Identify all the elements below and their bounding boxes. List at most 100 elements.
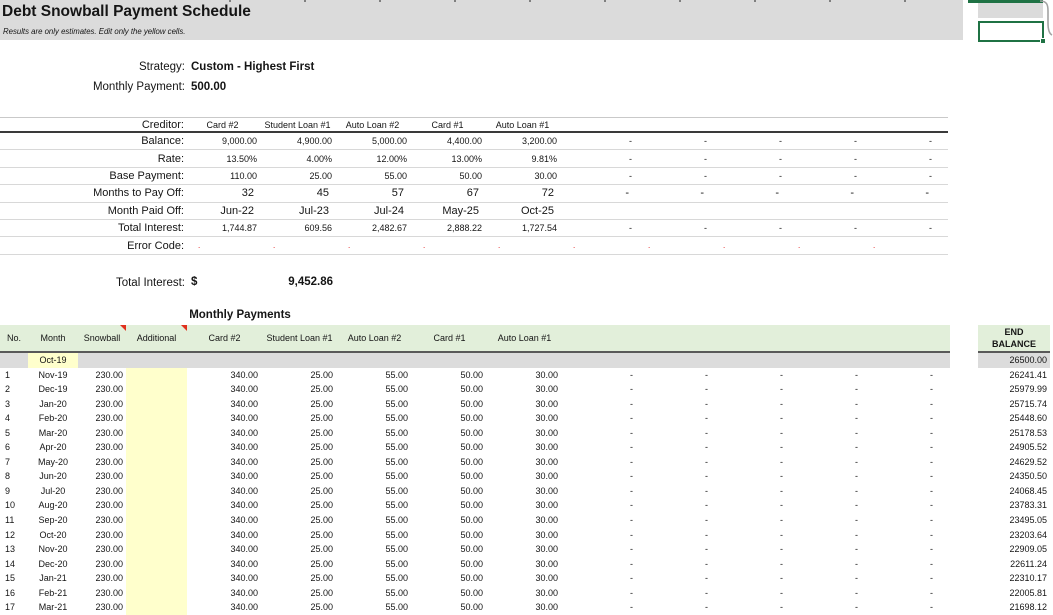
payment-cell-empty[interactable]: - xyxy=(630,485,633,496)
payment-cell-auto-loan2[interactable]: 55.00 xyxy=(385,544,408,555)
creditor-cell[interactable]: - xyxy=(625,187,629,200)
payment-cell-card1[interactable]: 50.00 xyxy=(460,471,483,482)
creditor-cell[interactable]: 4,900.00 xyxy=(296,136,332,147)
row-number-cell[interactable]: 1 xyxy=(5,369,11,380)
payment-cell-empty[interactable]: - xyxy=(930,500,933,511)
payment-cell-card2[interactable]: 340.00 xyxy=(230,587,258,598)
payment-cell-student-loan1[interactable]: 25.00 xyxy=(310,573,333,584)
payment-cell-auto-loan1[interactable]: 30.00 xyxy=(535,456,558,467)
payment-cell-empty[interactable]: - xyxy=(630,398,633,409)
payment-cell-auto-loan1[interactable]: 30.00 xyxy=(535,515,558,526)
payment-cell-student-loan1[interactable]: 25.00 xyxy=(310,515,333,526)
payment-cell-empty[interactable]: - xyxy=(630,515,633,526)
end-balance-header[interactable]: END BALANCE xyxy=(978,325,1050,353)
additional-cell[interactable] xyxy=(126,425,187,441)
row-number-cell[interactable] xyxy=(0,353,28,368)
payment-cell-card2[interactable]: 340.00 xyxy=(230,529,258,540)
payment-cell-auto-loan2[interactable]: 55.00 xyxy=(385,471,408,482)
payment-cell-empty[interactable]: - xyxy=(930,442,933,453)
creditor-cell[interactable]: Auto Loan #2 xyxy=(345,119,400,130)
row-number-cell[interactable]: 11 xyxy=(5,515,15,526)
payment-cell-auto-loan2[interactable]: 55.00 xyxy=(385,500,408,511)
creditor-cell[interactable]: - xyxy=(704,170,707,181)
payment-cell-empty[interactable]: - xyxy=(930,413,933,424)
payment-cell-empty[interactable]: - xyxy=(630,602,633,613)
payment-cell-auto-loan2[interactable]: 55.00 xyxy=(385,384,408,395)
payment-cell-empty[interactable]: - xyxy=(930,529,933,540)
cell-above-selection[interactable] xyxy=(978,0,1043,18)
payment-cell-card1[interactable]: 50.00 xyxy=(460,427,483,438)
payment-cell-card1[interactable]: 50.00 xyxy=(460,515,483,526)
header-card2[interactable]: Card #2 xyxy=(208,332,241,343)
payment-cell-empty[interactable]: - xyxy=(705,369,708,380)
additional-cell[interactable] xyxy=(126,556,187,572)
payment-cell-auto-loan1[interactable]: 30.00 xyxy=(535,369,558,380)
selected-cell[interactable] xyxy=(978,21,1046,44)
creditor-cell[interactable]: 72 xyxy=(541,187,554,200)
payment-cell-empty[interactable]: - xyxy=(855,427,858,438)
creditor-cell[interactable]: . xyxy=(498,241,501,251)
row-number-cell[interactable]: 17 xyxy=(5,602,16,613)
end-balance-cell[interactable]: 22611.24 xyxy=(978,557,1050,572)
payment-cell-student-loan1[interactable]: 25.00 xyxy=(310,369,333,380)
end-balance-cell[interactable]: 22005.81 xyxy=(978,586,1050,601)
payment-cell-empty[interactable]: - xyxy=(705,485,708,496)
payment-cell-auto-loan2[interactable]: 55.00 xyxy=(385,558,408,569)
payment-cell-student-loan1[interactable]: 25.00 xyxy=(310,471,333,482)
header-card1[interactable]: Card #1 xyxy=(433,332,466,343)
creditor-cell[interactable]: 12.00% xyxy=(376,153,407,164)
payment-cell-card2[interactable]: 340.00 xyxy=(230,602,258,613)
payment-cell-empty[interactable]: - xyxy=(705,529,708,540)
creditor-cell[interactable]: . xyxy=(723,241,726,251)
additional-cell[interactable] xyxy=(126,454,187,470)
payment-cell-auto-loan1[interactable]: 30.00 xyxy=(535,558,558,569)
additional-cell[interactable] xyxy=(126,469,187,484)
end-balance-cell[interactable]: 24350.50 xyxy=(978,469,1050,484)
creditor-cell[interactable]: - xyxy=(779,223,782,234)
creditor-cell[interactable]: - xyxy=(704,153,707,164)
payment-cell-card2[interactable]: 340.00 xyxy=(230,456,258,467)
creditor-cell[interactable]: 32 xyxy=(241,187,254,200)
payment-cell-card1[interactable] xyxy=(412,353,487,368)
creditor-cell[interactable]: - xyxy=(629,223,632,234)
creditor-cell[interactable]: Student Loan #1 xyxy=(264,119,331,130)
payment-cell-card1[interactable]: 50.00 xyxy=(460,369,483,380)
creditor-cell[interactable]: - xyxy=(925,187,929,200)
creditor-cell[interactable]: 3,200.00 xyxy=(521,136,557,147)
payment-cell-card1[interactable]: 50.00 xyxy=(460,529,483,540)
row-number-cell[interactable]: 5 xyxy=(5,427,11,438)
payment-cell-card2[interactable]: 340.00 xyxy=(230,544,258,555)
creditor-cell[interactable]: - xyxy=(704,136,707,147)
payment-cell-auto-loan1[interactable]: 30.00 xyxy=(535,485,558,496)
additional-cell[interactable] xyxy=(126,513,187,528)
payment-cell-auto-loan2[interactable]: 55.00 xyxy=(385,413,408,424)
payment-cell-empty[interactable]: - xyxy=(855,544,858,555)
creditor-cell[interactable]: 55.00 xyxy=(384,170,407,181)
payment-cell-card2[interactable]: 340.00 xyxy=(230,500,258,511)
payment-cell-empty[interactable]: - xyxy=(930,544,933,555)
payment-cell-card2[interactable]: 340.00 xyxy=(230,515,258,526)
payment-cell-empty[interactable]: - xyxy=(855,456,858,467)
snowball-cell[interactable]: 230.00 xyxy=(95,442,123,453)
additional-cell[interactable] xyxy=(126,353,187,368)
payment-cell-card2[interactable]: 340.00 xyxy=(230,427,258,438)
row-number-cell[interactable]: 8 xyxy=(5,471,11,482)
snowball-cell[interactable]: 230.00 xyxy=(95,384,123,395)
payment-cell-empty[interactable]: - xyxy=(630,587,633,598)
creditor-cell[interactable]: 1,744.87 xyxy=(221,223,257,234)
payment-cell-card1[interactable]: 50.00 xyxy=(460,573,483,584)
payment-cell-empty[interactable]: - xyxy=(855,573,858,584)
header-auto-loan2[interactable]: Auto Loan #2 xyxy=(347,332,402,343)
month-cell[interactable]: Sep-20 xyxy=(38,515,68,526)
header-snowball[interactable]: Snowball xyxy=(78,325,126,351)
payment-cell-card1[interactable]: 50.00 xyxy=(460,442,483,453)
creditor-cell[interactable]: 50.00 xyxy=(459,170,482,181)
payment-cell-empty[interactable]: - xyxy=(705,427,708,438)
creditor-cell[interactable]: . xyxy=(348,241,351,251)
creditor-cell[interactable]: 4,400.00 xyxy=(446,136,482,147)
snowball-cell[interactable]: 230.00 xyxy=(95,587,123,598)
row-number-cell[interactable]: 15 xyxy=(5,573,16,584)
payment-cell-empty[interactable]: - xyxy=(705,573,708,584)
payment-cell-empty[interactable]: - xyxy=(630,413,633,424)
additional-cell[interactable] xyxy=(126,498,187,514)
